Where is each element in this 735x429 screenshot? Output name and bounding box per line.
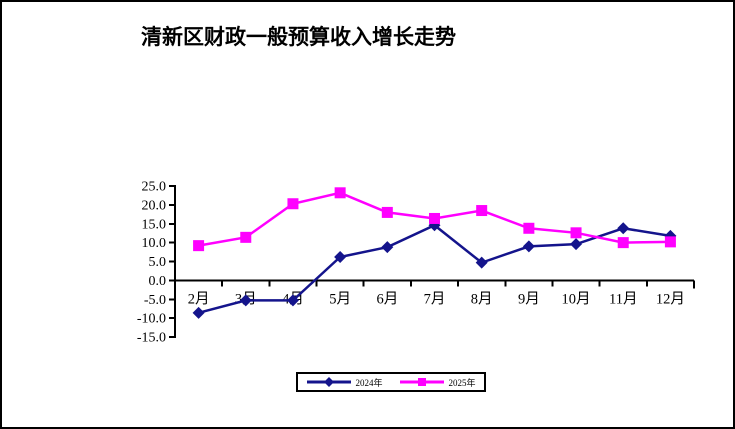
y-tick-label: 20.0 (142, 198, 167, 213)
x-category-label: 9月 (518, 291, 540, 307)
x-category-label: 12月 (656, 291, 685, 307)
chart-title: 清新区财政一般预算收入增长走势 (141, 25, 456, 49)
x-category-label: 10月 (562, 291, 591, 307)
legend-item-label: 2025年 (448, 377, 476, 388)
data-point-marker (334, 250, 347, 263)
data-point-marker (193, 240, 205, 252)
legend-diamond-marker (324, 377, 335, 387)
series-2024年 (192, 219, 677, 319)
y-tick-label: 15.0 (142, 217, 167, 232)
legend-square-marker (418, 378, 427, 386)
legend-diamond-line-swatch (307, 377, 352, 387)
legend-square-line-swatch (400, 378, 445, 386)
legend-item-label: 2024年 (355, 377, 383, 388)
data-point-marker (523, 222, 535, 234)
y-tick-label: -10.0 (137, 312, 166, 327)
legend-item-2025: 2025年 (399, 376, 476, 389)
x-category-label: 8月 (471, 291, 493, 307)
data-point-marker (522, 240, 535, 253)
data-point-marker (476, 205, 488, 217)
x-category-label: 6月 (376, 291, 398, 307)
x-category-label: 7月 (424, 291, 446, 307)
y-tick-label: 5.0 (149, 255, 167, 270)
data-point-marker (429, 212, 440, 224)
data-point-marker (240, 231, 252, 243)
data-point-marker (287, 198, 299, 210)
data-point-marker (664, 236, 676, 248)
data-point-marker (570, 227, 582, 239)
y-tick-label: 25.0 (142, 180, 167, 195)
data-point-marker (617, 222, 630, 235)
x-category-label: 2月 (188, 291, 210, 307)
x-category-label: 11月 (609, 291, 637, 307)
legend-item-2024: 2024年 (306, 376, 383, 389)
data-point-marker (286, 294, 299, 307)
data-point-marker (475, 256, 488, 269)
data-point-marker (239, 294, 252, 307)
y-tick-label: -15.0 (137, 331, 166, 346)
data-point-marker (192, 306, 205, 319)
chart-legend: 2024年 2025年 (296, 372, 486, 392)
data-point-marker (617, 237, 629, 249)
x-category-label: 5月 (329, 291, 351, 307)
data-point-marker (334, 187, 346, 199)
series-2025年 (193, 187, 676, 252)
y-tick-label: -5.0 (144, 293, 166, 308)
data-point-marker (570, 238, 583, 251)
y-tick-label: 10.0 (142, 236, 167, 251)
data-point-marker (381, 241, 394, 254)
data-point-marker (381, 206, 393, 218)
y-tick-label: 0.0 (149, 274, 167, 289)
